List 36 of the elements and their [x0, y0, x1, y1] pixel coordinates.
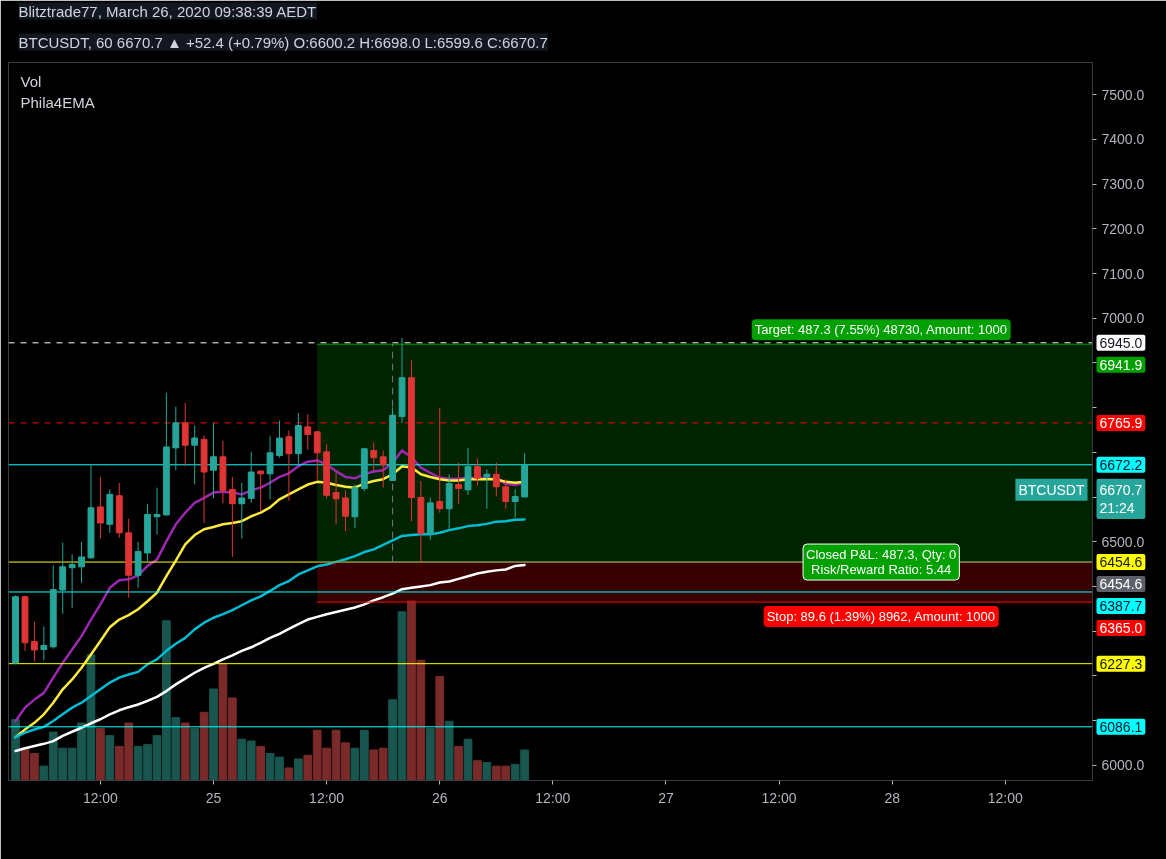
- x-tick-label: 25: [205, 789, 222, 806]
- ref-line-label: 6086.1: [1099, 718, 1143, 735]
- x-tick-label: 26: [431, 789, 448, 806]
- y-tick-label: 7400.0: [1101, 131, 1145, 148]
- annotation: Vol: [20, 72, 42, 90]
- x-tick-label: 12:00: [761, 789, 797, 806]
- y-tick-label: 6000.0: [1101, 757, 1145, 774]
- y-tick-label: 6500.0: [1101, 533, 1145, 550]
- y-tick-label: 7100.0: [1101, 265, 1145, 282]
- y-tick-label: 7500.0: [1101, 86, 1145, 103]
- text: BTCUSDT: [1018, 481, 1085, 498]
- ref-line-label: 6227.3: [1099, 655, 1143, 672]
- data-label: 6365.0: [1099, 620, 1143, 637]
- y-tick-label: 7200.0: [1101, 220, 1145, 237]
- x-tick-label: 12:00: [82, 789, 119, 806]
- ref-line-label: 6454.6: [1099, 554, 1143, 571]
- x-tick-label: 28: [884, 789, 901, 806]
- ref-line-label: 6387.7: [1099, 598, 1143, 615]
- data-label: 6454.6: [1099, 576, 1143, 593]
- y-tick-label: 7000.0: [1101, 310, 1145, 327]
- ref-line-label: 6765.9: [1099, 414, 1143, 431]
- ref-line-label: 6672.2: [1099, 456, 1143, 473]
- annotation: Target: 487.3 (7.55%) 48730, Amount: 1000: [754, 322, 1007, 338]
- x-tick-label: 12:00: [309, 789, 345, 806]
- data-label: 6941.9: [1099, 356, 1143, 373]
- x-tick-label: 12:00: [987, 789, 1024, 806]
- chart-subtitle: BTCUSDT, 60 6670.7 ▲ +52.4 (+0.79%) O:6600.2 H:6698.0 L:6599.6 C:6670.7: [18, 33, 548, 51]
- annotation: Closed P&L: 487.3, Qty: 0 Risk/Reward Ratio: 5.44: [806, 547, 957, 578]
- ref-line-label: 6945.0: [1099, 334, 1143, 351]
- annotation: Stop: 89.6 (1.39%) 8962, Amount: 1000: [766, 609, 996, 625]
- annotation: Phila4EMA: [20, 93, 95, 111]
- x-tick-label: 12:00: [535, 789, 571, 806]
- chart-title: Blitztrade77, March 26, 2020 09:38:39 AEDT: [18, 2, 317, 20]
- y-tick-label: 7300.0: [1101, 176, 1145, 193]
- text: 6670.7 21:24: [1099, 481, 1143, 517]
- x-tick-label: 27: [658, 789, 674, 806]
